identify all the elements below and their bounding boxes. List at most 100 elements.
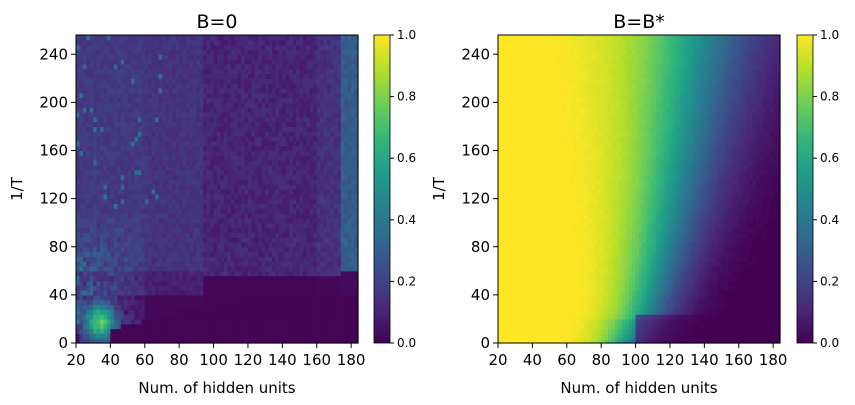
heatmap-cell	[168, 299, 173, 306]
heatmap-cell	[141, 102, 146, 108]
heatmap-cell	[323, 309, 328, 315]
heatmap-cell	[196, 87, 201, 94]
heatmap-cell	[241, 121, 246, 128]
heatmap-cell	[144, 83, 149, 89]
heatmap-cell	[316, 59, 321, 65]
heatmap-cell	[189, 174, 194, 180]
heatmap-cell	[323, 179, 328, 185]
heatmap-cell	[148, 256, 153, 262]
heatmap-cell	[296, 290, 301, 296]
heatmap-cell	[234, 251, 239, 257]
heatmap-cell	[117, 39, 122, 46]
heatmap-cell	[316, 304, 321, 310]
heatmap-cell	[316, 193, 321, 200]
heatmap-cell	[144, 126, 149, 132]
heatmap-cell	[168, 102, 173, 108]
heatmap-cell	[210, 237, 215, 243]
heatmap-cell	[175, 116, 180, 123]
heatmap-cell	[175, 92, 180, 99]
heatmap-cell	[272, 68, 277, 75]
heatmap-cell	[93, 73, 98, 79]
heatmap-cell	[96, 299, 101, 306]
heatmap-cell	[110, 150, 115, 156]
heatmap-cell	[206, 261, 211, 267]
heatmap-cell	[217, 87, 222, 94]
heatmap-cell	[289, 304, 294, 310]
heatmap-cell	[296, 217, 301, 224]
heatmap-cell	[306, 174, 311, 180]
heatmap-cell	[210, 184, 215, 190]
heatmap-cell	[244, 280, 249, 286]
heatmap-cell	[251, 68, 256, 75]
heatmap-cell	[272, 323, 277, 330]
heatmap-cell	[203, 227, 208, 233]
heatmap-cell	[227, 280, 232, 286]
heatmap-cell	[100, 174, 105, 180]
heatmap-cell	[120, 266, 125, 272]
heatmap-cell	[82, 193, 87, 200]
heatmap-cell	[110, 217, 115, 224]
heatmap-cell	[196, 227, 201, 233]
heatmap-cell	[254, 150, 259, 156]
heatmap-cell	[278, 44, 283, 51]
heatmap-cell	[323, 237, 328, 243]
heatmap-cell	[151, 39, 156, 46]
heatmap-cell	[117, 285, 122, 291]
heatmap-cell	[203, 121, 208, 128]
heatmap-cell	[120, 217, 125, 224]
heatmap-cell	[186, 155, 191, 161]
heatmap-cell	[241, 203, 246, 209]
heatmap-cell	[227, 131, 232, 137]
heatmap-cell	[275, 261, 280, 267]
heatmap-cell	[323, 285, 328, 291]
heatmap-cell	[93, 59, 98, 65]
heatmap-cell	[227, 155, 232, 161]
heatmap-cell	[217, 266, 222, 272]
heatmap-cell	[192, 208, 197, 214]
heatmap-cell	[299, 275, 304, 282]
heatmap-cell	[96, 73, 101, 79]
heatmap-cell	[82, 232, 87, 238]
heatmap-cell	[82, 54, 87, 60]
heatmap-cell	[110, 261, 115, 267]
heatmap-cell	[282, 131, 287, 137]
heatmap-cell	[203, 78, 208, 84]
heatmap-cell	[330, 285, 335, 291]
heatmap-cell	[282, 126, 287, 132]
heatmap-cell	[165, 241, 170, 248]
heatmap-cell	[161, 318, 167, 325]
heatmap-cell	[227, 145, 232, 152]
heatmap-cell	[79, 59, 84, 65]
heatmap-cell	[272, 256, 277, 262]
heatmap-cell	[199, 241, 204, 248]
heatmap-cell	[175, 107, 180, 113]
heatmap-cell	[155, 160, 160, 166]
heatmap-cell	[323, 54, 328, 60]
heatmap-cell	[210, 314, 215, 320]
heatmap-cell	[320, 97, 325, 103]
heatmap-cell	[261, 189, 266, 195]
heatmap-cell	[237, 116, 242, 123]
heatmap-cell	[144, 256, 149, 262]
heatmap-cell	[158, 314, 163, 320]
heatmap-cell	[220, 333, 225, 339]
heatmap-cell	[106, 97, 111, 103]
heatmap-cell	[292, 232, 297, 238]
heatmap-cell	[223, 266, 228, 272]
heatmap-cell	[206, 275, 211, 282]
heatmap-cell	[234, 270, 239, 277]
heatmap-cell	[244, 140, 249, 147]
heatmap-cell	[316, 318, 321, 325]
heatmap-cell	[103, 116, 108, 123]
heatmap-cell	[313, 270, 318, 277]
heatmap-cell	[306, 63, 311, 70]
heatmap-cell	[144, 285, 149, 291]
heatmap-cell	[213, 270, 218, 277]
heatmap-cell	[179, 179, 184, 185]
heatmap-cell	[210, 145, 215, 152]
heatmap-cell	[251, 314, 256, 320]
heatmap-cell	[320, 189, 325, 195]
heatmap-cell	[292, 237, 297, 243]
heatmap-cell	[313, 333, 318, 339]
heatmap-cell	[175, 237, 180, 243]
